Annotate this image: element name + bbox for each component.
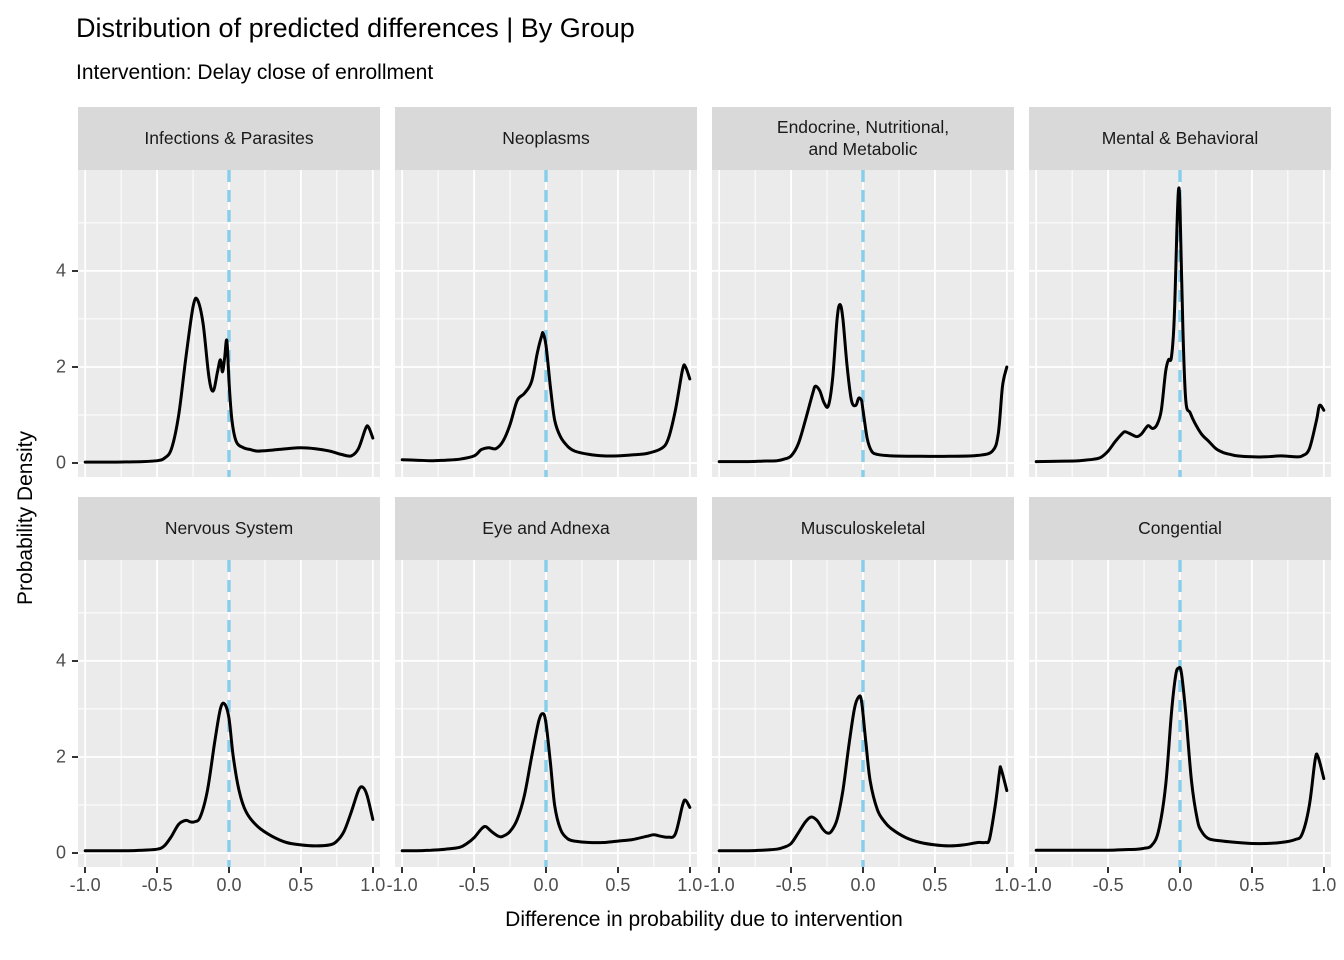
facet-strip-label: Neoplasms	[502, 127, 590, 148]
y-axis-title: Probability Density	[14, 431, 37, 605]
x-tick-label: -0.5	[775, 875, 807, 895]
y-tick-label: 2	[55, 746, 66, 767]
x-tick-mark	[862, 867, 864, 873]
x-tick-label: 1.0	[1311, 875, 1337, 895]
facet-strip-8: Congential	[1029, 497, 1331, 560]
x-tick-mark	[790, 867, 793, 873]
facet-panel-2	[395, 170, 697, 477]
y-tick-label: 2	[55, 356, 66, 377]
facet-plot-svg	[78, 560, 380, 867]
density-curve	[83, 296, 375, 464]
x-tick-mark	[371, 867, 374, 873]
density-curve	[83, 701, 375, 853]
y-tick-mark	[72, 462, 78, 465]
x-tick-mark	[933, 867, 936, 873]
x-tick-label: -1.0	[703, 875, 735, 895]
page-title: Distribution of predicted differences | …	[76, 13, 635, 43]
x-tick-label: 0.5	[1239, 875, 1265, 895]
density-curve	[1034, 186, 1326, 464]
x-tick-label: 0.0	[850, 875, 876, 895]
x-tick-mark	[1107, 867, 1110, 873]
facet-panel-8	[1029, 560, 1331, 867]
facet-strip-6: Eye and Adnexa	[395, 497, 697, 560]
facet-plot-svg	[1029, 170, 1331, 477]
facet-strip-2: Neoplasms	[395, 107, 697, 170]
facet-strip-label: Musculoskeletal	[800, 517, 926, 538]
facet-strip-label: Eye and Adnexa	[482, 517, 610, 538]
x-tick-mark	[473, 867, 476, 873]
x-tick-mark	[299, 867, 302, 873]
x-tick-label: 0.0	[1167, 875, 1193, 895]
y-tick-mark	[72, 852, 78, 855]
x-tick-mark	[1005, 867, 1008, 873]
x-tick-mark	[156, 867, 159, 873]
facet-plot-svg	[395, 560, 697, 867]
y-tick-label: 0	[55, 452, 66, 473]
y-tick-mark	[72, 755, 78, 758]
x-tick-label: -0.5	[458, 875, 490, 895]
x-tick-mark	[1035, 867, 1038, 873]
facet-plot-svg	[78, 170, 380, 477]
density-curve	[400, 331, 692, 463]
facet-strip-label: Endocrine, Nutritional, and Metabolic	[776, 116, 950, 159]
x-tick-mark	[1322, 867, 1325, 873]
facet-plot-svg	[1029, 560, 1331, 867]
x-tick-label: 0.5	[922, 875, 948, 895]
x-tick-mark	[616, 867, 619, 873]
x-tick-label: -0.5	[141, 875, 173, 895]
facet-plot-svg	[712, 560, 1014, 867]
facet-panel-6	[395, 560, 697, 867]
facet-plot-svg	[395, 170, 697, 477]
facet-strip-label: Infections & Parasites	[144, 127, 314, 148]
density-curve	[717, 303, 1009, 464]
x-tick-label: 1.0	[360, 875, 386, 895]
x-tick-mark	[545, 867, 547, 873]
facet-strip-label: Congential	[1138, 517, 1222, 538]
density-curve	[1034, 665, 1326, 852]
y-tick-label: 4	[55, 650, 66, 671]
facet-strip-label: Nervous System	[164, 517, 294, 538]
facet-panel-7	[712, 560, 1014, 867]
facet-strip-4: Mental & Behavioral	[1029, 107, 1331, 170]
x-tick-label: 0.0	[533, 875, 559, 895]
x-tick-label: -1.0	[69, 875, 101, 895]
y-tick-label: 4	[55, 260, 66, 281]
x-tick-label: 0.5	[605, 875, 631, 895]
y-tick-label: 0	[55, 842, 66, 863]
y-tick-mark	[72, 659, 78, 662]
facet-panel-5	[78, 560, 380, 867]
x-tick-label: 1.0	[994, 875, 1020, 895]
facet-strip-7: Musculoskeletal	[712, 497, 1014, 560]
facet-panel-1	[78, 170, 380, 477]
x-tick-label: -1.0	[386, 875, 418, 895]
x-tick-label: -1.0	[1020, 875, 1052, 895]
y-tick-mark	[72, 269, 78, 272]
x-tick-mark	[688, 867, 691, 873]
x-tick-mark	[718, 867, 721, 873]
x-tick-mark	[1250, 867, 1253, 873]
facet-plot-svg	[712, 170, 1014, 477]
plot-subtitle: Intervention: Delay close of enrollment	[76, 61, 434, 84]
facet-panel-4	[1029, 170, 1331, 477]
x-tick-label: -0.5	[1092, 875, 1124, 895]
facet-panel-3	[712, 170, 1014, 477]
facet-strip-label: Mental & Behavioral	[1101, 127, 1259, 148]
x-tick-mark	[1179, 867, 1181, 873]
facet-strip-3: Endocrine, Nutritional, and Metabolic	[712, 107, 1014, 170]
x-tick-label: 1.0	[677, 875, 703, 895]
density-curve	[400, 712, 692, 853]
facet-strip-1: Infections & Parasites	[78, 107, 380, 170]
x-tick-label: 0.5	[288, 875, 314, 895]
density-curve	[717, 694, 1009, 853]
x-tick-mark	[84, 867, 87, 873]
x-axis-title: Difference in probability due to interve…	[505, 908, 903, 931]
x-tick-label: 0.0	[216, 875, 242, 895]
x-tick-mark	[401, 867, 404, 873]
facet-strip-5: Nervous System	[78, 497, 380, 560]
y-tick-mark	[72, 365, 78, 368]
x-tick-mark	[228, 867, 230, 873]
